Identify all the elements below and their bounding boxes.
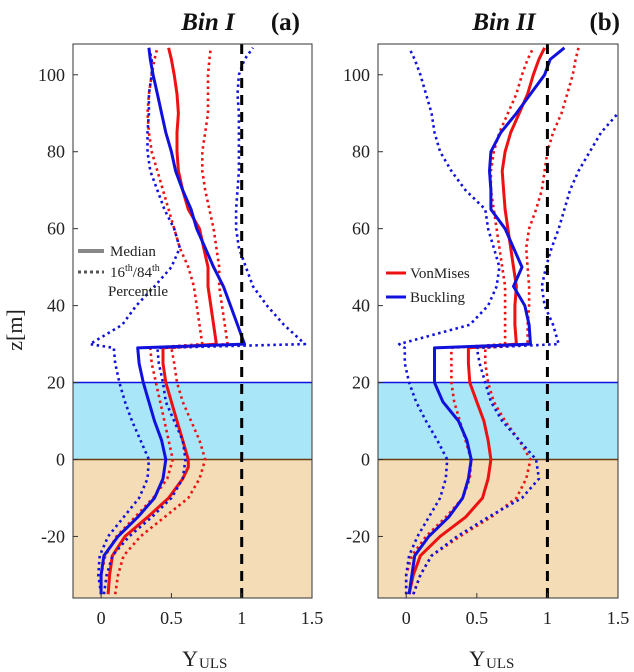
legend-percentile-label: 16th/84th <box>110 263 160 281</box>
panel-a-title: Bin I <box>180 9 236 36</box>
x-axis-label-a-main: Y <box>182 646 198 671</box>
series-vonmises-84th-line <box>412 47 580 595</box>
x-tick-label: 1 <box>543 608 552 628</box>
y-tick-label: 20 <box>352 373 370 393</box>
x-tick-label: 0 <box>402 608 411 628</box>
panel-b-series <box>397 46 618 595</box>
panel-a-frame <box>72 43 313 599</box>
legend-statistic: Median 16th/84th Percentile <box>78 244 168 300</box>
panel-b: 0 0.5 1 1.5 -20 0 20 40 60 80 100 Bin II (b) VonMi… <box>343 9 629 628</box>
x-axis-label-b-sub: ULS <box>486 656 514 672</box>
y-tick-label: 80 <box>352 142 370 162</box>
water-region <box>73 382 312 460</box>
soil-region <box>378 459 618 598</box>
x-axis-label-a: Y ULS <box>182 646 227 672</box>
panel-a: 0 0.5 1 1.5 -20 0 20 40 60 80 100 Bin I (a) Median… <box>38 9 323 628</box>
x-tick-label: 0.5 <box>160 608 183 628</box>
y-tick-label: 20 <box>47 373 65 393</box>
x-tick-label: 0 <box>97 608 106 628</box>
panel-a-ticks: 0 0.5 1 1.5 -20 0 20 40 60 80 100 <box>38 65 323 628</box>
series-vonmises-median-line <box>106 47 218 595</box>
legend-buckling-label: Buckling <box>410 290 465 306</box>
x-axis-label-b-main: Y <box>469 646 485 671</box>
x-tick-label: 1.5 <box>301 608 324 628</box>
series-buckling-84th-line <box>102 47 307 595</box>
y-tick-label: -20 <box>41 526 65 546</box>
series-buckling-16th-line <box>88 47 182 595</box>
y-tick-label: 0 <box>56 450 65 470</box>
x-axis-label-a-sub: ULS <box>199 656 227 672</box>
legend-vonmises-label: VonMises <box>410 266 470 282</box>
panel-a-series <box>88 47 307 595</box>
panel-b-ticks: 0 0.5 1 1.5 -20 0 20 40 60 80 100 <box>343 65 629 628</box>
series-buckling-median-line <box>407 46 566 595</box>
legend-percentile-word: Percentile <box>108 284 168 300</box>
y-tick-label: 0 <box>361 450 370 470</box>
series-vonmises-median-line <box>407 47 546 595</box>
y-tick-label: 100 <box>343 65 370 85</box>
x-tick-label: 0.5 <box>466 608 489 628</box>
panel-b-letter: (b) <box>589 9 620 36</box>
panel-b-regions <box>378 381 618 598</box>
y-axis-label: z[m] <box>2 309 27 351</box>
series-buckling-16th-line <box>397 47 501 595</box>
x-axis-label-b: Y ULS <box>469 646 514 672</box>
y-tick-label: 100 <box>38 65 65 85</box>
legend-type: VonMises Buckling <box>386 266 470 306</box>
series-buckling-median-line <box>99 47 246 595</box>
y-tick-label: 60 <box>47 219 65 239</box>
y-tick-label: 40 <box>47 296 65 316</box>
y-tick-label: 60 <box>352 219 370 239</box>
series-vonmises-84th-line <box>113 47 229 595</box>
x-tick-label: 1 <box>237 608 246 628</box>
panel-a-regions <box>73 381 312 598</box>
soil-region <box>73 459 312 598</box>
panel-b-frame <box>377 43 619 599</box>
y-tick-label: -20 <box>346 526 370 546</box>
y-tick-label: 80 <box>47 142 65 162</box>
water-region <box>378 382 618 460</box>
panel-b-title: Bin II <box>471 9 537 36</box>
series-buckling-84th-line <box>412 112 618 595</box>
panel-a-letter: (a) <box>271 9 300 36</box>
legend-median-label: Median <box>110 244 156 260</box>
y-tick-label: 40 <box>352 296 370 316</box>
x-tick-label: 1.5 <box>607 608 630 628</box>
